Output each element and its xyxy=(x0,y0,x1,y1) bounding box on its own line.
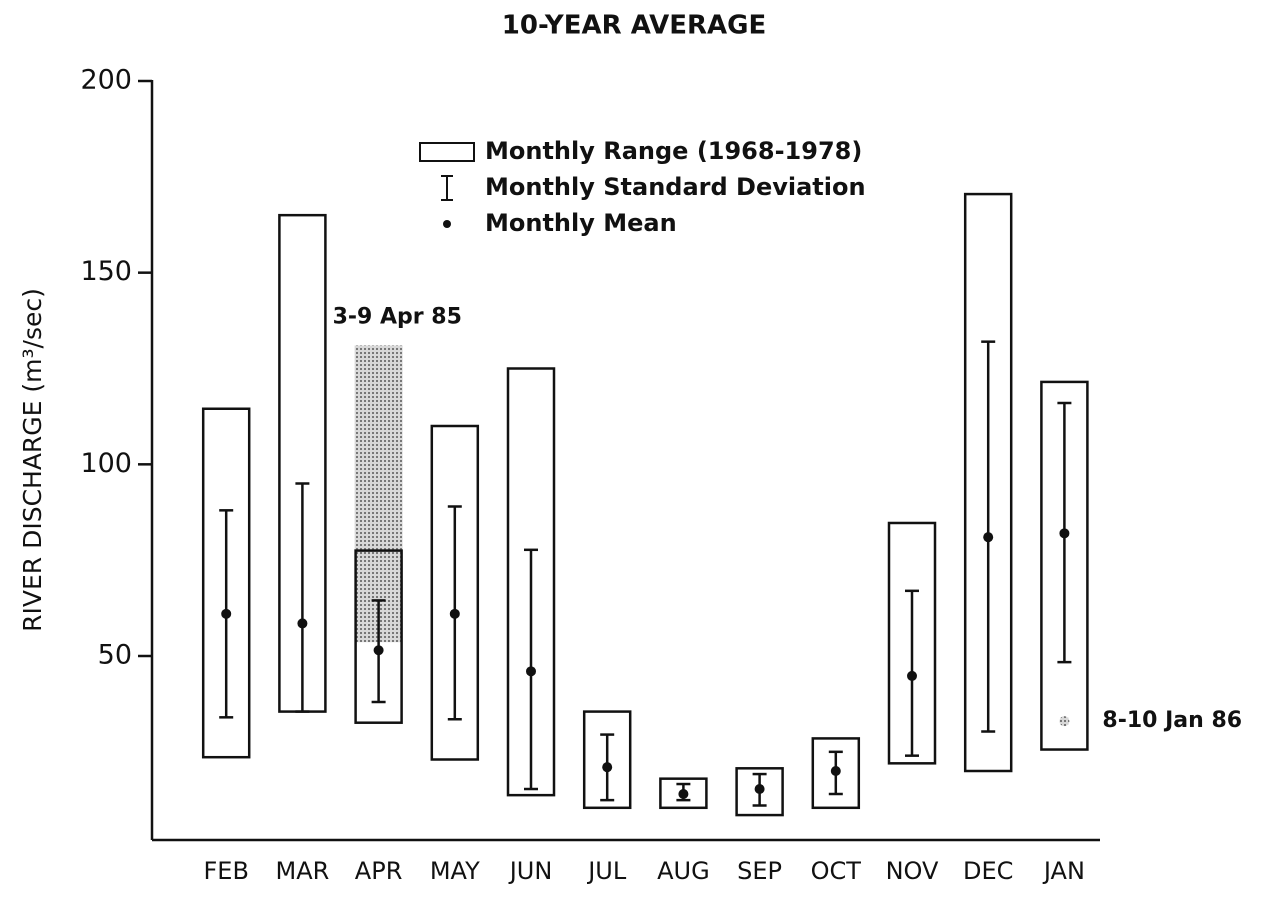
range-box xyxy=(887,521,937,765)
range-box xyxy=(354,549,403,724)
x-tick-label: APR xyxy=(355,857,403,885)
mean-dot xyxy=(602,762,613,773)
legend-box xyxy=(419,142,475,162)
x-tick-label: SEP xyxy=(737,857,782,885)
mean-dot xyxy=(297,618,308,629)
mean-dot xyxy=(830,766,841,776)
y-axis-label: RIVER DISCHARGE (m³/sec) xyxy=(18,288,47,632)
mean-dot xyxy=(678,789,689,799)
legend-label: Monthly Standard Deviation xyxy=(485,173,866,201)
annotation: 8-10 Jan 86 xyxy=(1102,708,1242,733)
legend-dot xyxy=(443,220,451,228)
mean-dot xyxy=(373,645,384,656)
x-tick-label: AUG xyxy=(657,857,710,885)
range-box xyxy=(582,710,632,810)
event-range xyxy=(354,345,403,643)
mean-dot xyxy=(907,670,917,681)
range-box xyxy=(201,407,251,759)
range-box xyxy=(735,767,784,817)
mean-dot xyxy=(449,608,460,619)
x-tick-label: MAY xyxy=(430,857,480,885)
event-point xyxy=(1059,716,1070,727)
range-box xyxy=(811,737,861,810)
x-tick-label: JAN xyxy=(1042,857,1085,885)
annotation: 3-9 Apr 85 xyxy=(333,305,462,330)
mean-dot xyxy=(221,608,232,619)
mean-dot xyxy=(526,666,536,677)
mean-dot xyxy=(1059,528,1070,539)
mean-dot xyxy=(754,784,765,795)
y-tick-label: 200 xyxy=(80,65,132,96)
range-box xyxy=(430,424,480,761)
x-tick-label: NOV xyxy=(886,857,939,885)
x-tick-label: MAR xyxy=(275,857,329,885)
legend-label: Monthly Range (1968-1978) xyxy=(485,137,862,165)
y-tick-label: 150 xyxy=(80,256,132,287)
range-box xyxy=(963,192,1013,773)
y-tick-label: 50 xyxy=(98,640,132,671)
x-tick-label: JUL xyxy=(586,857,627,885)
x-tick-label: DEC xyxy=(963,857,1013,885)
range-box xyxy=(1040,380,1089,751)
x-tick-label: FEB xyxy=(203,857,248,885)
range-box xyxy=(659,777,708,810)
mean-dot xyxy=(983,532,994,543)
legend-label: Monthly Mean xyxy=(485,209,677,237)
range-box xyxy=(506,367,556,797)
x-tick-label: JUN xyxy=(508,857,553,885)
chart-title: 10-YEAR AVERAGE xyxy=(502,11,766,41)
y-tick-label: 100 xyxy=(80,448,132,479)
x-tick-label: OCT xyxy=(811,857,862,885)
